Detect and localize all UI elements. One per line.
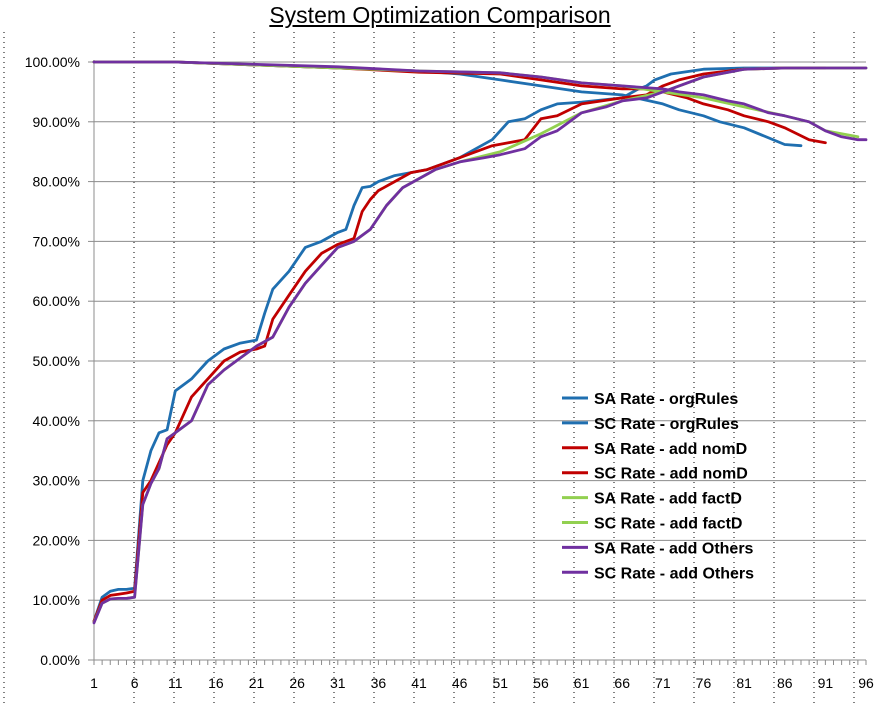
x-tick-label: 21 (249, 675, 265, 691)
legend-label: SC Rate - add Others (594, 565, 754, 582)
x-tick-label: 31 (330, 675, 346, 691)
x-tick-label: 41 (411, 675, 427, 691)
x-tick-label: 36 (371, 675, 387, 691)
x-tick-label: 61 (574, 675, 590, 691)
series-line-2 (92, 66, 827, 623)
x-tick-label: 86 (777, 675, 793, 691)
series-line-1 (92, 60, 803, 148)
y-tick-label: 40.00% (33, 413, 80, 429)
x-tick-label: 56 (533, 675, 549, 691)
x-tick-label: 81 (736, 675, 752, 691)
x-tick-label: 71 (655, 675, 671, 691)
legend-label: SC Rate - orgRules (594, 416, 739, 433)
x-tick-label: 66 (614, 675, 630, 691)
series-line-7 (92, 60, 868, 142)
grid-layer (3, 32, 866, 705)
x-tick-label: 46 (452, 675, 468, 691)
series-line-0 (92, 66, 803, 623)
x-tick-label: 96 (858, 675, 874, 691)
legend-label: SA Rate - add Others (594, 540, 754, 557)
legend-label: SC Rate - add nomD (594, 466, 748, 483)
x-tick-label: 51 (493, 675, 509, 691)
x-tick-label: 26 (289, 675, 305, 691)
y-tick-label: 60.00% (33, 293, 80, 309)
legend-label: SC Rate - add factD (594, 516, 742, 533)
axis-layer: 0.00% 10.00% 20.00% 30.00% 40.00% 50.00% 60.00… (25, 54, 874, 691)
x-tick-label: 11 (168, 675, 183, 691)
y-tick-label: 0.00% (40, 652, 80, 668)
series-line-6 (92, 66, 868, 625)
y-tick-label: 20.00% (33, 532, 80, 548)
series-layer (92, 60, 868, 625)
x-tick-label: 76 (696, 675, 712, 691)
y-tick-label: 50.00% (33, 353, 80, 369)
chart-title: System Optimization Comparison (269, 2, 611, 28)
x-tick-label: 1 (90, 675, 98, 691)
legend-label: SA Rate - orgRules (594, 391, 738, 408)
legend-label: SA Rate - add factD (594, 491, 742, 508)
y-tick-label: 80.00% (33, 174, 80, 190)
legend-label: SA Rate - add nomD (594, 441, 747, 458)
x-tick-label: 16 (208, 675, 224, 691)
x-tick-label: 91 (818, 675, 834, 691)
y-tick-label: 100.00% (25, 54, 80, 70)
legend: SA Rate - orgRules SC Rate - orgRules SA R… (562, 391, 754, 582)
x-tick-label: 6 (131, 675, 139, 691)
y-tick-label: 70.00% (33, 233, 80, 249)
y-tick-label: 90.00% (33, 114, 80, 130)
y-tick-label: 10.00% (33, 592, 80, 608)
y-tick-label: 30.00% (33, 473, 80, 489)
